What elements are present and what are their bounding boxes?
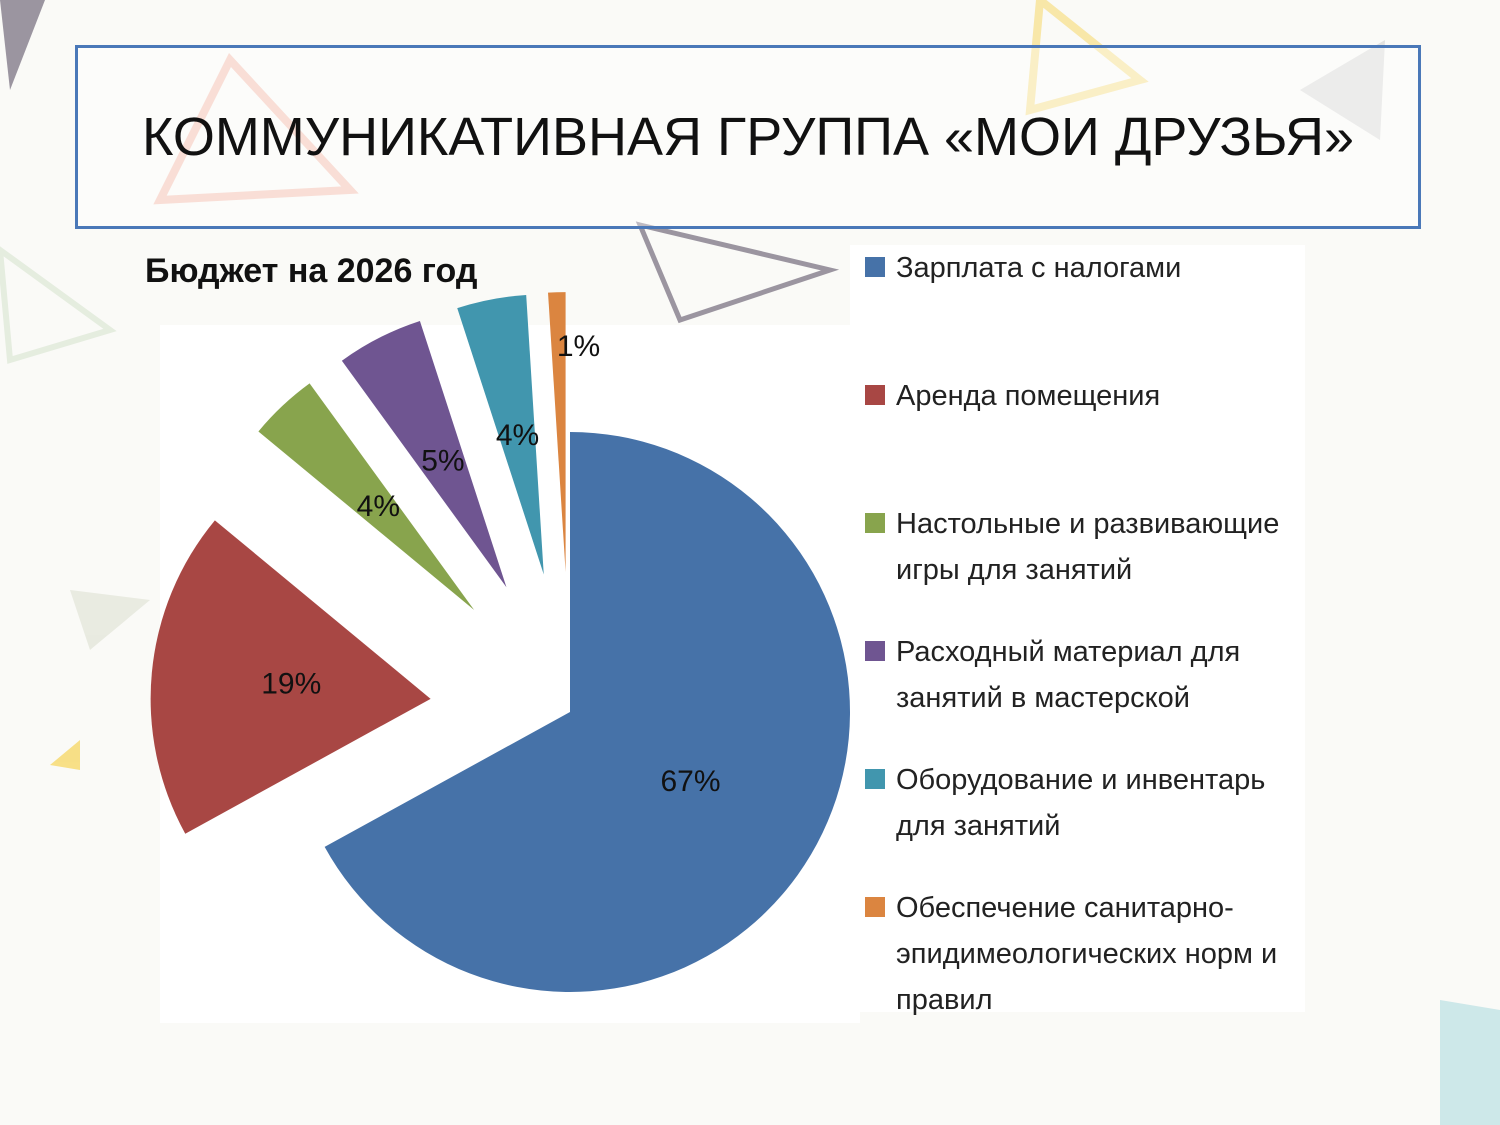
- legend-label: Обеспечение санитарно-эпидимеологических…: [896, 892, 1278, 1016]
- pie-slice: [341, 320, 507, 588]
- legend-entry: Настольные и развивающие игры для заняти…: [865, 501, 1285, 593]
- chart-title: Бюджет на 2026 год: [145, 252, 478, 290]
- legend-swatch: [865, 385, 885, 405]
- pie-slice: [324, 432, 850, 993]
- legend-entry: Расходный материал для занятий в мастерс…: [865, 629, 1285, 721]
- legend-entry: Зарплата с налогами: [865, 245, 1285, 291]
- legend-area: [850, 245, 1305, 1012]
- legend-swatch: [865, 257, 885, 277]
- data-label: 5%: [421, 444, 464, 477]
- legend-label: Оборудование и инвентарь для занятий: [896, 764, 1266, 842]
- slide-title: КОММУНИКАТИВНАЯ ГРУППА «МОИ ДРУЗЬЯ»: [75, 45, 1421, 229]
- data-label: 1%: [557, 330, 600, 363]
- legend-entry: Аренда помещения: [865, 373, 1285, 419]
- legend-swatch: [865, 897, 885, 917]
- legend-entry: Обеспечение санитарно-эпидимеологических…: [865, 885, 1285, 1023]
- legend-entry: Оборудование и инвентарь для занятий: [865, 757, 1285, 849]
- pie-slice: [150, 520, 431, 834]
- data-label: 4%: [357, 490, 400, 523]
- data-label: 4%: [496, 419, 539, 452]
- legend-label: Зарплата с налогами: [896, 252, 1182, 284]
- pie-slice: [457, 295, 544, 575]
- data-label: 19%: [261, 668, 321, 701]
- pie-slice: [548, 292, 566, 573]
- legend-label: Настольные и развивающие игры для заняти…: [896, 508, 1280, 586]
- legend-swatch: [865, 641, 885, 661]
- legend-label: Расходный материал для занятий в мастерс…: [896, 636, 1241, 714]
- legend-label: Аренда помещения: [896, 380, 1161, 412]
- data-label: 67%: [660, 765, 720, 798]
- legend-swatch: [865, 769, 885, 789]
- pie-slice: [258, 383, 475, 610]
- legend-swatch: [865, 513, 885, 533]
